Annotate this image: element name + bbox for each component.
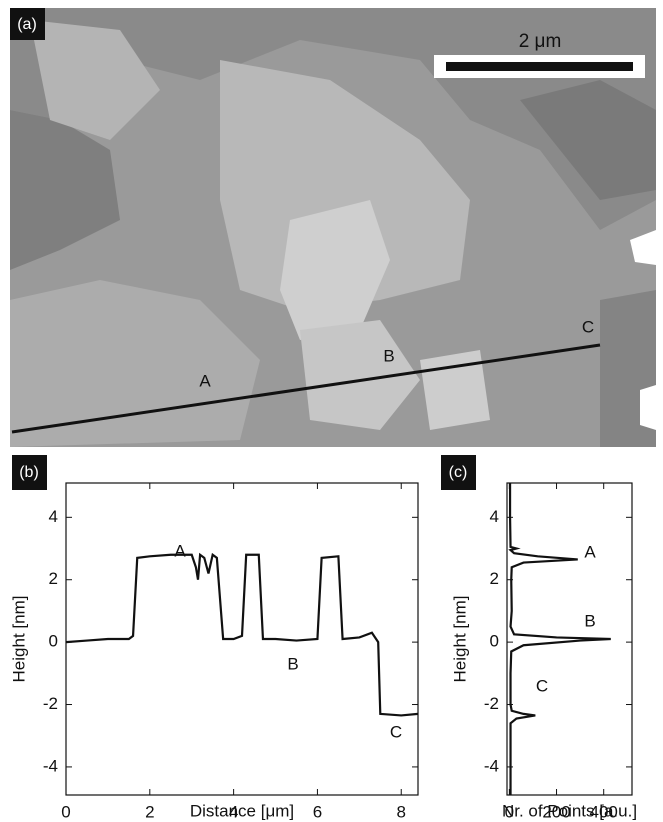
plot-frame — [506, 482, 633, 796]
histogram-line — [508, 483, 611, 795]
panel-label-box — [12, 455, 47, 490]
x-axis-label: Distance [μm] — [190, 801, 294, 820]
y-tick-label: 4 — [490, 507, 499, 526]
profile-line — [65, 552, 419, 717]
point-label: C — [582, 317, 594, 336]
panel-label: (b) — [19, 464, 39, 481]
afm-image: (a) 2 μm A B C — [10, 8, 656, 447]
annotation: B — [584, 611, 595, 630]
y-axis-label: Height [nm] — [9, 596, 28, 683]
scale-bar-label: 2 μm — [519, 31, 562, 52]
y-tick-label: -2 — [484, 694, 499, 713]
x-axis-label: Nr. of Points [a.u.] — [502, 801, 637, 820]
x-tick-label: 0 — [505, 802, 514, 821]
x-tick-label: 0 — [61, 802, 70, 821]
y-axis-label: Height [nm] — [450, 596, 469, 683]
point-label: B — [383, 346, 394, 365]
annotation: A — [174, 541, 186, 560]
plot-frame — [65, 482, 419, 796]
annotation: A — [584, 542, 596, 561]
x-tick-label: 200 — [542, 802, 570, 821]
annotation: C — [390, 722, 402, 741]
y-tick-label: 4 — [49, 507, 58, 526]
x-tick-label: 2 — [145, 802, 154, 821]
y-tick-label: 0 — [490, 632, 499, 651]
annotation: B — [287, 654, 298, 673]
y-tick-label: 2 — [49, 569, 58, 588]
panel-label: (a) — [17, 16, 37, 33]
x-tick-label: 4 — [229, 802, 238, 821]
point-label: A — [199, 371, 211, 390]
x-tick-label: 8 — [397, 802, 406, 821]
panel-label: (c) — [449, 464, 468, 481]
y-tick-label: -4 — [484, 756, 499, 775]
y-tick-label: 2 — [490, 569, 499, 588]
y-tick-label: -2 — [43, 694, 58, 713]
annotation: C — [536, 676, 548, 695]
x-tick-label: 400 — [590, 802, 618, 821]
x-tick-label: 6 — [313, 802, 322, 821]
y-tick-label: -4 — [43, 756, 58, 775]
panel-label-box — [441, 455, 476, 490]
y-tick-label: 0 — [49, 632, 58, 651]
